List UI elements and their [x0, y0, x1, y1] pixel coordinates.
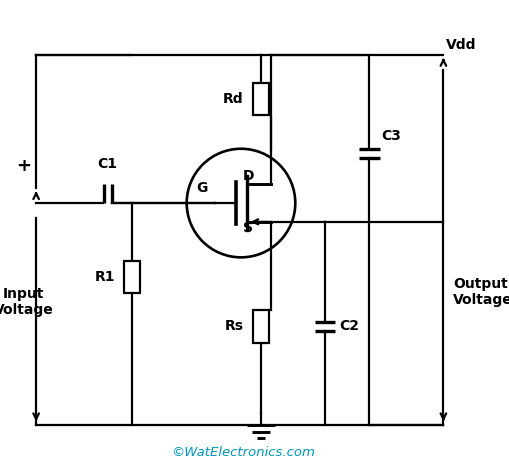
Text: Input
Voltage: Input Voltage	[0, 287, 53, 317]
Text: Vdd: Vdd	[446, 39, 476, 53]
Text: ©WatElectronics.com: ©WatElectronics.com	[172, 446, 316, 459]
Bar	[253, 83, 269, 116]
Text: D: D	[243, 169, 254, 183]
Bar	[125, 261, 140, 293]
Text: Rd: Rd	[223, 92, 243, 106]
Text: Rs: Rs	[224, 320, 243, 334]
Text: +: +	[16, 157, 31, 175]
Text: S: S	[243, 221, 253, 235]
Text: G: G	[196, 181, 207, 195]
Text: Output
Voltage: Output Voltage	[454, 277, 509, 307]
Text: C3: C3	[382, 130, 402, 144]
Bar	[253, 310, 269, 343]
Text: C1: C1	[98, 157, 118, 171]
Text: C2: C2	[340, 320, 360, 334]
Text: R1: R1	[95, 270, 115, 284]
